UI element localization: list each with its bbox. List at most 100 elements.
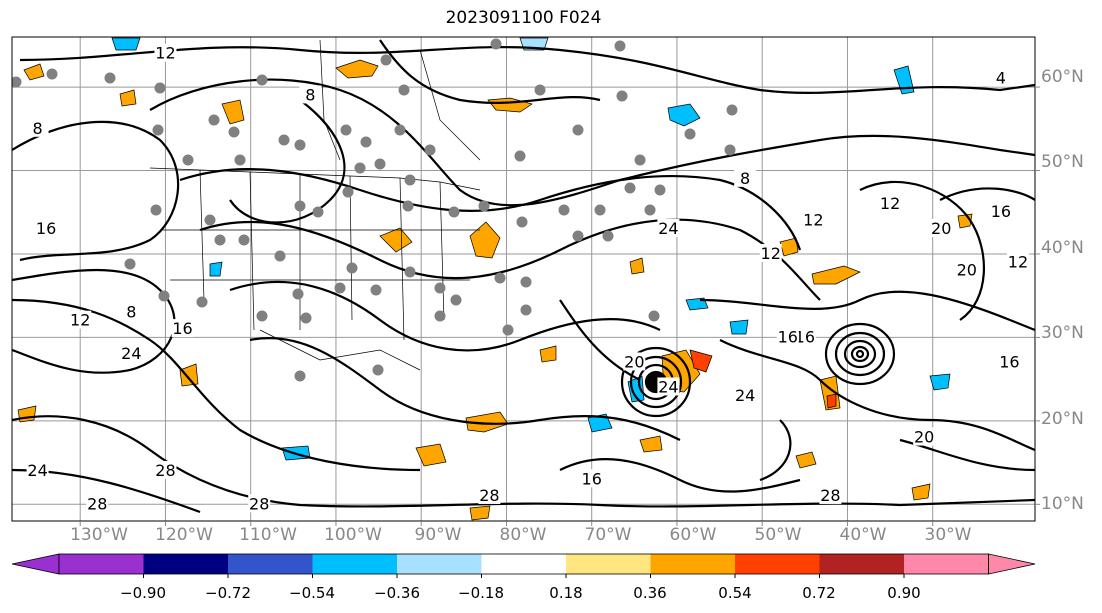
contour-label-bg [26,118,49,137]
station-dot [294,200,306,212]
contour-label: 28 [155,461,175,480]
station-dot [256,310,268,322]
station-dot [490,38,502,50]
contour-label-bg [299,85,322,104]
station-dot [346,262,358,274]
contour-label: 20 [914,428,934,447]
shaded-anomaly-patches [17,37,973,521]
contour-label-bg [793,327,816,346]
contour-label-bg [879,193,902,212]
station-dot [602,230,614,242]
station-dot [274,250,286,262]
contour-label-bg [989,202,1012,221]
station-dot [398,84,410,96]
contour-label-bg [1006,252,1029,271]
station-dot [238,234,250,246]
political-boundaries [149,39,481,371]
contour-label: 16 [795,327,815,346]
station-dot [572,124,584,136]
contour-label: 28 [249,494,269,513]
contour-label-bg [35,218,58,237]
colorbar-tick-label: 0.90 [887,584,921,602]
contour-label: 24 [121,344,141,363]
contour-label: 12 [761,244,781,263]
station-dot [228,126,240,138]
station-dot [372,364,384,376]
station-dot [150,204,162,216]
station-dot [234,154,246,166]
colorbar-extend-max [988,553,1036,575]
station-dot [380,54,392,66]
station-dot [534,84,546,96]
lon-label: 120°W [155,525,213,545]
contour-label: 12 [70,311,90,330]
colorbar-swatch [735,554,820,574]
contour-label-bg [998,352,1021,371]
station-dot [124,258,136,270]
contour-label: 20 [624,352,644,371]
contour-label: 16 [991,202,1011,221]
lat-label: 40°N [1041,238,1084,258]
contour-label-bg [802,210,825,229]
station-dot [334,282,346,294]
contour-label: 24 [658,219,678,238]
station-dot [450,294,462,306]
colorbar-tick-label: 0.72 [802,584,836,602]
contour-label: 28 [479,486,499,505]
lat-label: 50°N [1041,152,1084,172]
lon-label: 40°W [839,525,887,545]
contour-label: 24 [735,386,755,405]
contour-label: 28 [820,486,840,505]
contour-label: 20 [957,261,977,280]
colorbar-swatch [397,554,482,574]
contour-label: 8 [305,85,315,104]
station-dot [154,82,166,94]
contour-label: 8 [740,169,750,188]
station-dot [196,296,208,308]
contour-label-bg [955,260,978,279]
station-dot [278,134,290,146]
contour-label-bg [657,377,680,396]
cyclone-vortex-east [824,322,896,386]
contour-label: 16 [582,469,602,488]
lon-label: 50°W [754,525,802,545]
station-dot [634,154,646,166]
contour-label-bg [776,327,799,346]
station-dot [182,154,194,166]
colorbar-swatch [228,554,313,574]
contour-label: 16 [778,327,798,346]
station-dot [340,124,352,136]
station-dot [424,144,436,156]
station-dot [684,128,696,140]
station-dot [448,206,460,218]
station-dot [726,104,738,116]
station-dot [434,310,446,322]
colorbar-swatch [819,554,905,574]
lon-label: 100°W [324,525,382,545]
station-dot [520,276,532,288]
contour-label-bg [913,427,936,446]
colorbar-extend-min [11,553,60,575]
station-dot [354,162,366,174]
lon-label: 130°W [70,525,128,545]
station-dot [294,139,306,151]
contour-label: 16 [999,352,1019,371]
contour-label-bg [120,344,143,363]
colorbar-tick-label: 0.54 [718,584,752,602]
colorbar-swatch [143,554,229,574]
lon-label: 60°W [669,525,717,545]
station-dot [214,234,226,246]
colorbar-swatch [650,554,736,574]
contour-label-bg [154,460,177,479]
map-frame [11,36,1036,522]
station-dot [402,200,414,212]
station-dot [374,158,386,170]
colorbar-swatch [904,554,989,574]
station-dot [256,74,268,86]
station-dot [292,288,304,300]
colorbar-tick-label: −0.18 [458,584,504,602]
lon-label: 110°W [239,525,297,545]
contour-label-bg [154,43,177,62]
